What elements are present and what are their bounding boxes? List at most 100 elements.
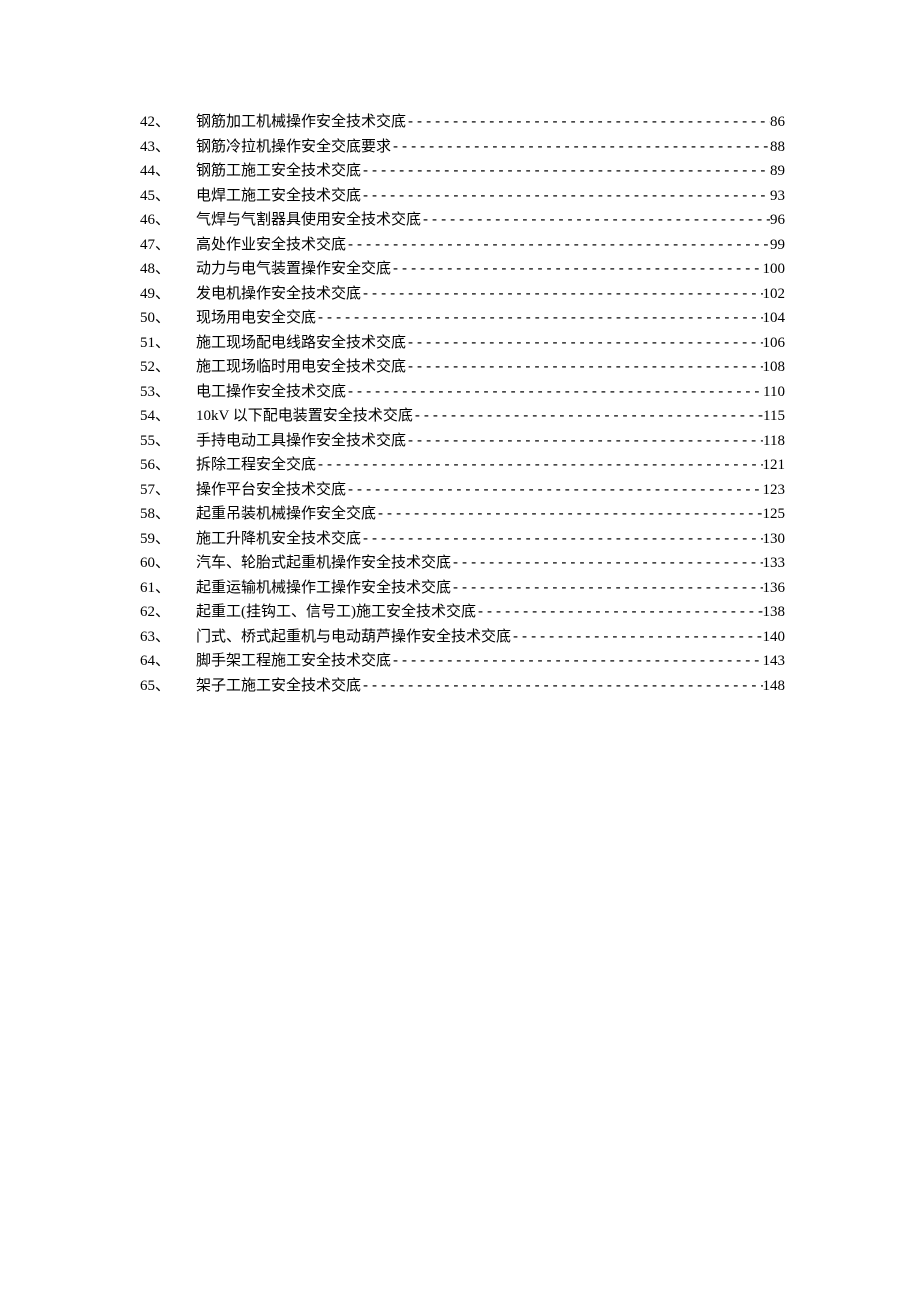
toc-entry: 43、钢筋冷拉机操作安全交底要求------------------------…	[140, 135, 785, 160]
toc-entry: 63、门式、桥式起重机与电动葫芦操作安全技术交底 ---------------…	[140, 625, 785, 650]
toc-entry-title: 拆除工程安全交底	[196, 453, 316, 474]
toc-entry-page: 110	[763, 384, 785, 401]
toc-entry: 61、起重运输机械操作工操作安全技术交底 -------------------…	[140, 576, 785, 601]
toc-leader-dots: ----------------------------------------…	[511, 627, 762, 645]
toc-entry-number: 57、	[140, 478, 196, 499]
toc-entry-number: 62、	[140, 600, 196, 621]
toc-entry-number: 48、	[140, 257, 196, 278]
toc-entry-page: 100	[763, 261, 786, 278]
toc-entry-title: 钢筋工施工安全技术交底	[196, 159, 361, 180]
toc-entry: 53、电工操作安全技术交底 --------------------------…	[140, 380, 785, 405]
toc-entry-page: 102	[763, 286, 786, 303]
toc-entry-page: 104	[763, 310, 786, 327]
toc-entry-title: 手持电动工具操作安全技术交底	[196, 429, 406, 450]
toc-entry-title: 钢筋加工机械操作安全技术交底	[196, 110, 406, 131]
toc-entry-title: 脚手架工程施工安全技术交底	[196, 649, 391, 670]
toc-entry-title: 架子工施工安全技术交底	[196, 674, 361, 695]
toc-entry-title: 操作平台安全技术交底	[196, 478, 346, 499]
toc-entry-number: 63、	[140, 625, 196, 646]
toc-entry-number: 64、	[140, 649, 196, 670]
toc-entry: 47、高处作业安全技术交底---------------------------…	[140, 233, 785, 258]
toc-leader-dots: ----------------------------------------…	[476, 602, 763, 620]
toc-entry: 49、发电机操作安全技术交底 -------------------------…	[140, 282, 785, 307]
toc-entry-title: 施工现场配电线路安全技术交底	[196, 331, 406, 352]
toc-entry: 62、起重工(挂钩工、信号工)施工安全技术交底 ----------------…	[140, 600, 785, 625]
toc-entry-title: 汽车、轮胎式起重机操作安全技术交底	[196, 551, 451, 572]
toc-entry-number: 61、	[140, 576, 196, 597]
toc-entry: 44、钢筋工施工安全技术交底--------------------------…	[140, 159, 785, 184]
toc-leader-dots: ----------------------------------------…	[406, 333, 762, 351]
toc-entry-title: 电工操作安全技术交底	[196, 380, 346, 401]
toc-entry-number: 56、	[140, 453, 196, 474]
toc-entry-page: 86	[770, 114, 785, 131]
toc-entry-number: 49、	[140, 282, 196, 303]
toc-entry-title: 施工升降机安全技术交底	[196, 527, 361, 548]
toc-leader-dots: ----------------------------------------…	[413, 406, 763, 424]
toc-leader-dots: ----------------------------------------…	[376, 504, 762, 522]
toc-entry-page: 115	[763, 408, 785, 425]
toc-leader-dots: ----------------------------------------…	[406, 112, 770, 130]
toc-entry-page: 130	[763, 531, 786, 548]
toc-entry: 46、气焊与气割器具使用安全技术交底----------------------…	[140, 208, 785, 233]
toc-entry: 64、脚手架工程施工安全技术交底 -----------------------…	[140, 649, 785, 674]
toc-entry-number: 42、	[140, 110, 196, 131]
toc-entry: 60、汽车、轮胎式起重机操作安全技术交底 -------------------…	[140, 551, 785, 576]
toc-entry-title: 10kV 以下配电装置安全技术交底	[196, 404, 413, 425]
toc-leader-dots: ----------------------------------------…	[406, 357, 762, 375]
toc-entry-page: 106	[763, 335, 786, 352]
toc-entry-page: 108	[763, 359, 786, 376]
toc-entry: 65、架子工施工安全技术交底 -------------------------…	[140, 674, 785, 699]
toc-entry: 54、10kV 以下配电装置安全技术交底--------------------…	[140, 404, 785, 429]
toc-leader-dots: ----------------------------------------…	[346, 480, 762, 498]
toc-leader-dots: ----------------------------------------…	[346, 235, 770, 253]
toc-leader-dots: ----------------------------------------…	[316, 455, 762, 473]
toc-entry-number: 59、	[140, 527, 196, 548]
toc-entry-title: 施工现场临时用电安全技术交底	[196, 355, 406, 376]
toc-entry: 57、操作平台安全技术交底 --------------------------…	[140, 478, 785, 503]
toc-entry-title: 发电机操作安全技术交底	[196, 282, 361, 303]
toc-leader-dots: ----------------------------------------…	[361, 186, 770, 204]
toc-entry-page: 88	[770, 139, 785, 156]
toc-entry-title: 起重工(挂钩工、信号工)施工安全技术交底	[196, 600, 476, 621]
toc-entry: 52、施工现场临时用电安全技术交底 ----------------------…	[140, 355, 785, 380]
toc-entry-page: 138	[763, 604, 786, 621]
toc-entry: 51、施工现场配电线路安全技术交底 ----------------------…	[140, 331, 785, 356]
toc-entry-number: 53、	[140, 380, 196, 401]
toc-entry-title: 动力与电气装置操作安全交底	[196, 257, 391, 278]
toc-entry-page: 125	[763, 506, 786, 523]
toc-entry-title: 起重运输机械操作工操作安全技术交底	[196, 576, 451, 597]
toc-leader-dots: ----------------------------------------…	[406, 431, 763, 449]
toc-entry-page: 89	[770, 163, 785, 180]
toc-leader-dots: ----------------------------------------…	[361, 161, 770, 179]
toc-leader-dots: ----------------------------------------…	[361, 284, 762, 302]
toc-entry-number: 55、	[140, 429, 196, 450]
toc-entry-title: 现场用电安全交底	[196, 306, 316, 327]
toc-entry-title: 高处作业安全技术交底	[196, 233, 346, 254]
toc-entry-title: 钢筋冷拉机操作安全交底要求	[196, 135, 391, 156]
toc-entry-number: 46、	[140, 208, 196, 229]
toc-entry-page: 118	[763, 433, 785, 450]
toc-entry-number: 58、	[140, 502, 196, 523]
toc-leader-dots: ----------------------------------------…	[391, 259, 762, 277]
toc-entry: 58、起重吊装机械操作安全交底 ------------------------…	[140, 502, 785, 527]
toc-entry-title: 气焊与气割器具使用安全技术交底	[196, 208, 421, 229]
toc-leader-dots: ----------------------------------------…	[451, 578, 762, 596]
toc-entry-page: 148	[763, 678, 786, 695]
toc-leader-dots: ----------------------------------------…	[391, 651, 762, 669]
toc-entry-page: 99	[770, 237, 785, 254]
toc-entry: 55、手持电动工具操作安全技术交底 ----------------------…	[140, 429, 785, 454]
toc-leader-dots: ----------------------------------------…	[346, 382, 763, 400]
toc-entry-page: 96	[770, 212, 785, 229]
toc-entry-number: 43、	[140, 135, 196, 156]
toc-entry-page: 121	[763, 457, 786, 474]
toc-entry-title: 门式、桥式起重机与电动葫芦操作安全技术交底	[196, 625, 511, 646]
toc-entry-page: 93	[770, 188, 785, 205]
toc-entry-number: 50、	[140, 306, 196, 327]
toc-leader-dots: ----------------------------------------…	[361, 529, 762, 547]
toc-entry-number: 51、	[140, 331, 196, 352]
toc-entry: 50、现场用电安全交底 ----------------------------…	[140, 306, 785, 331]
toc-entry-title: 电焊工施工安全技术交底	[196, 184, 361, 205]
toc-entry-number: 60、	[140, 551, 196, 572]
toc-entry: 45、电焊工施工安全技术交底--------------------------…	[140, 184, 785, 209]
toc-entry: 59、施工升降机安全技术交底 -------------------------…	[140, 527, 785, 552]
